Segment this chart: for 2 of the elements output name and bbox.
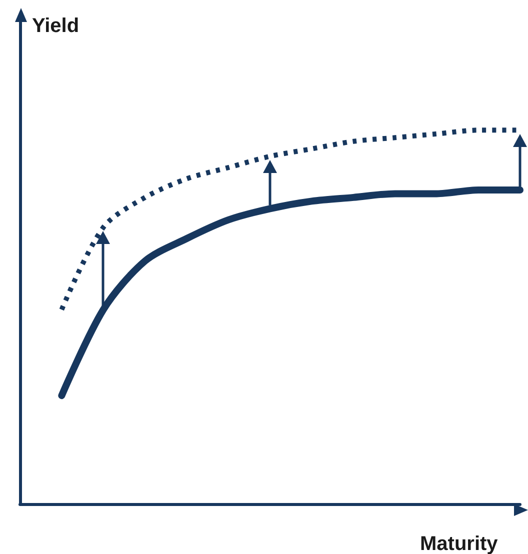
y-axis-title: Yield	[32, 15, 80, 37]
x-axis-title: Maturity	[420, 533, 499, 554]
